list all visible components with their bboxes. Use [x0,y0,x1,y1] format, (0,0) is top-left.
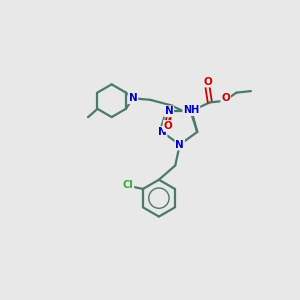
Text: O: O [221,93,230,103]
Text: Cl: Cl [123,180,134,190]
Text: N: N [129,93,137,103]
Text: N: N [175,140,184,150]
Text: N: N [164,106,173,116]
Text: O: O [203,76,212,87]
Text: NH: NH [183,105,200,115]
Text: O: O [164,121,172,131]
Text: N: N [158,127,167,137]
